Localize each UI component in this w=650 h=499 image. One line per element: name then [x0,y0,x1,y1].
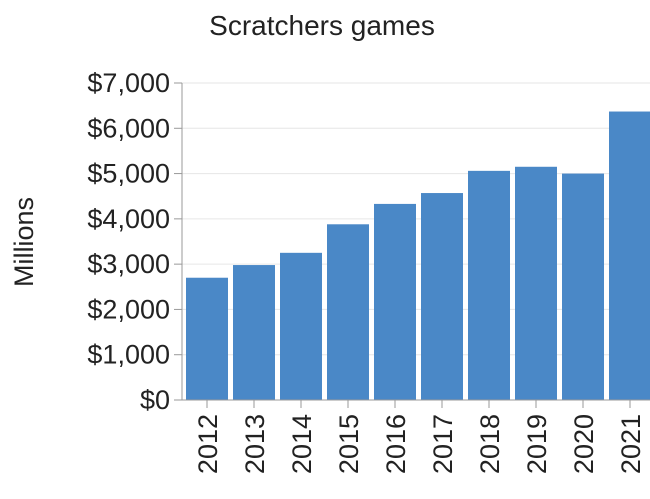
y-tick-labels: $0 $1,000 $2,000 $3,000 $4,000 $5,000 $6,000 $7… [87,68,182,415]
x-tick-label: 2012 [193,414,223,474]
y-tick-label: $2,000 [87,294,170,324]
bars [186,111,650,400]
x-tick-label: 2018 [475,414,505,474]
bar [421,193,463,400]
bar [233,265,275,400]
y-tick-label: $0 [140,385,170,415]
x-tick-label: 2020 [569,414,599,474]
bar [562,173,604,400]
y-tick-label: $6,000 [87,113,170,143]
x-tick-labels: 2012 2013 2014 2015 2016 2017 2018 2019 2020 2021 [193,400,646,474]
x-tick-label: 2016 [381,414,411,474]
y-tick-label: $7,000 [87,68,170,98]
bar [327,224,369,400]
bar [515,166,557,400]
y-tick-label: $4,000 [87,204,170,234]
y-tick-label: $1,000 [87,340,170,370]
bar [374,203,416,400]
x-tick-label: 2015 [334,414,364,474]
chart-title: Scratchers games [209,10,435,41]
x-tick-label: 2014 [287,414,317,474]
bar [468,170,510,400]
x-tick-label: 2019 [522,414,552,474]
x-tick-label: 2021 [616,414,646,474]
bar [609,111,650,400]
bar [280,252,322,400]
x-tick-label: 2017 [428,414,458,474]
y-tick-label: $3,000 [87,249,170,279]
y-tick-label: $5,000 [87,159,170,189]
x-tick-label: 2013 [240,414,270,474]
y-axis-label: Millions [9,197,39,287]
bar [186,277,228,400]
